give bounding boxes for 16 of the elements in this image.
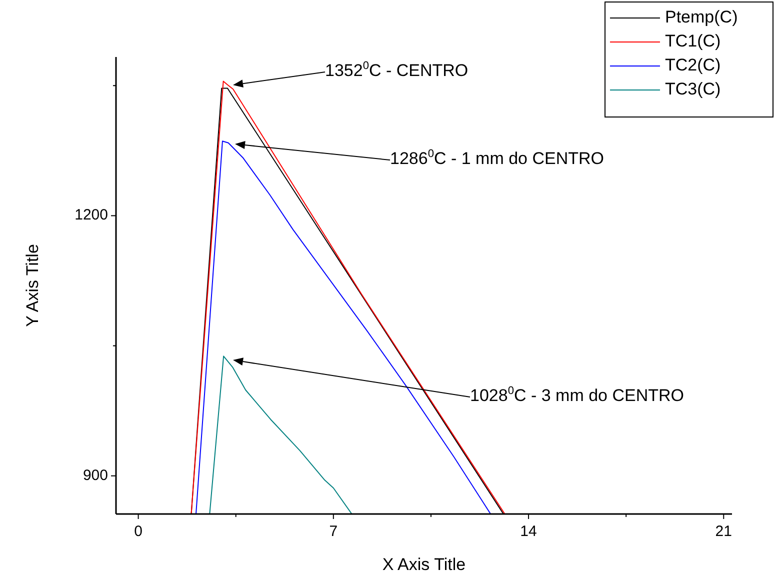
line-series <box>209 356 352 514</box>
x-axis-title: X Axis Title <box>382 555 466 574</box>
legend-label: Ptemp(C) <box>665 7 738 26</box>
x-tick-label: 14 <box>520 523 537 540</box>
y-axis-title: Y Axis Title <box>23 244 42 327</box>
y-tick-label: 1200 <box>74 206 108 224</box>
annotation: 1286$^{0}$C - 1 mm do CENTRO <box>390 148 604 168</box>
annotation: 1028$^{0}$C - 3 mm do CENTRO <box>470 384 684 406</box>
x-tick-label: 21 <box>715 523 732 540</box>
legend-label: TC2(C) <box>665 55 721 74</box>
annotation: 1352$^{0}$C - CENTRO <box>325 60 468 80</box>
legend-label: TC3(C) <box>665 79 721 98</box>
x-tick-label: 7 <box>329 523 338 540</box>
legend-label: TC1(C) <box>665 31 721 50</box>
y-tick-label: 900 <box>82 466 108 484</box>
x-tick-label: 0 <box>134 523 142 540</box>
